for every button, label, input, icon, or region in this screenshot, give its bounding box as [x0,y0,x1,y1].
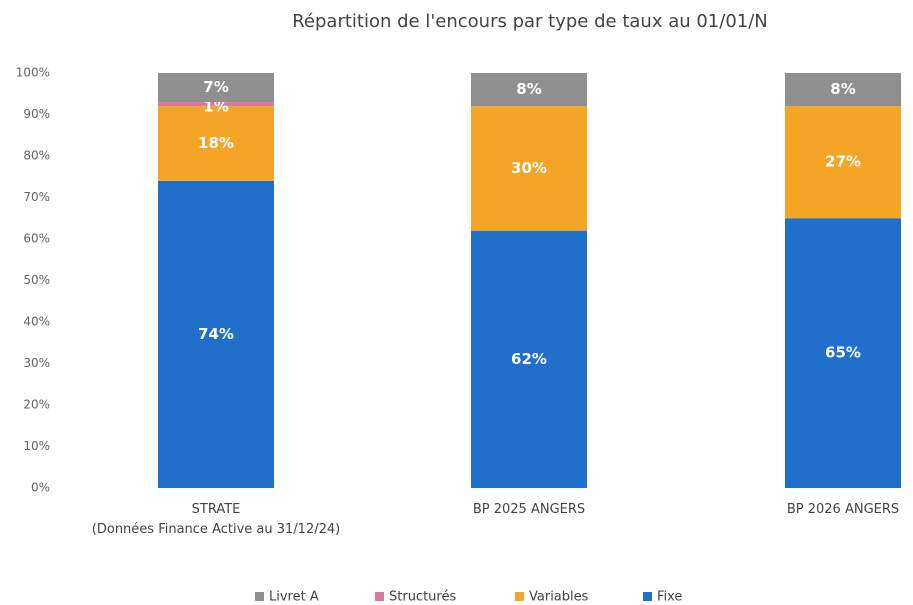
bar-segment [785,73,901,107]
bar-segment [471,230,587,488]
data-label: 8% [830,80,855,98]
data-label: 65% [825,344,861,362]
chart-title: Répartition de l'encours par type de tau… [292,11,768,32]
data-label: 74% [198,325,234,343]
data-label: 30% [511,159,547,177]
y-tick-label: 90% [23,107,50,121]
legend-swatch [515,592,524,601]
x-tick-label: STRATE (Données Finance Active au 31/12/… [91,502,341,537]
data-label: 18% [198,134,234,152]
y-tick-label: 30% [23,356,50,370]
legend-label: Structurés [389,590,456,605]
x-tick-label: BP 2026 ANGERS [786,502,900,517]
legend-label: Livret A [269,590,319,605]
bar-segment [785,106,901,219]
y-tick-label: 50% [23,273,50,287]
y-tick-label: 100% [16,66,50,80]
y-tick-label: 0% [31,481,50,495]
data-label: 1% [203,98,228,116]
data-label: 62% [511,350,547,368]
y-tick-label: 20% [23,398,50,412]
y-tick-label: 80% [23,149,50,163]
legend-swatch [255,592,264,601]
legend-swatch [643,592,652,601]
bar-segment [158,106,274,181]
bar-segment [158,73,274,103]
legend-swatch [375,592,384,601]
bar-segment [785,218,901,488]
data-label: 7% [203,78,228,96]
bar-segment [158,180,274,488]
legend-label: Variables [529,590,589,605]
bar-segment [471,73,587,107]
data-label: 8% [516,80,541,98]
data-label: 27% [825,153,861,171]
y-tick-label: 70% [23,190,50,204]
y-tick-label: 10% [23,439,50,453]
x-tick-label: BP 2025 ANGERS [472,502,586,517]
y-tick-label: 60% [23,232,50,246]
bar-segment [158,102,274,107]
y-tick-label: 40% [23,315,50,329]
bar-segment [471,106,587,231]
legend-label: Fixe [657,590,682,605]
